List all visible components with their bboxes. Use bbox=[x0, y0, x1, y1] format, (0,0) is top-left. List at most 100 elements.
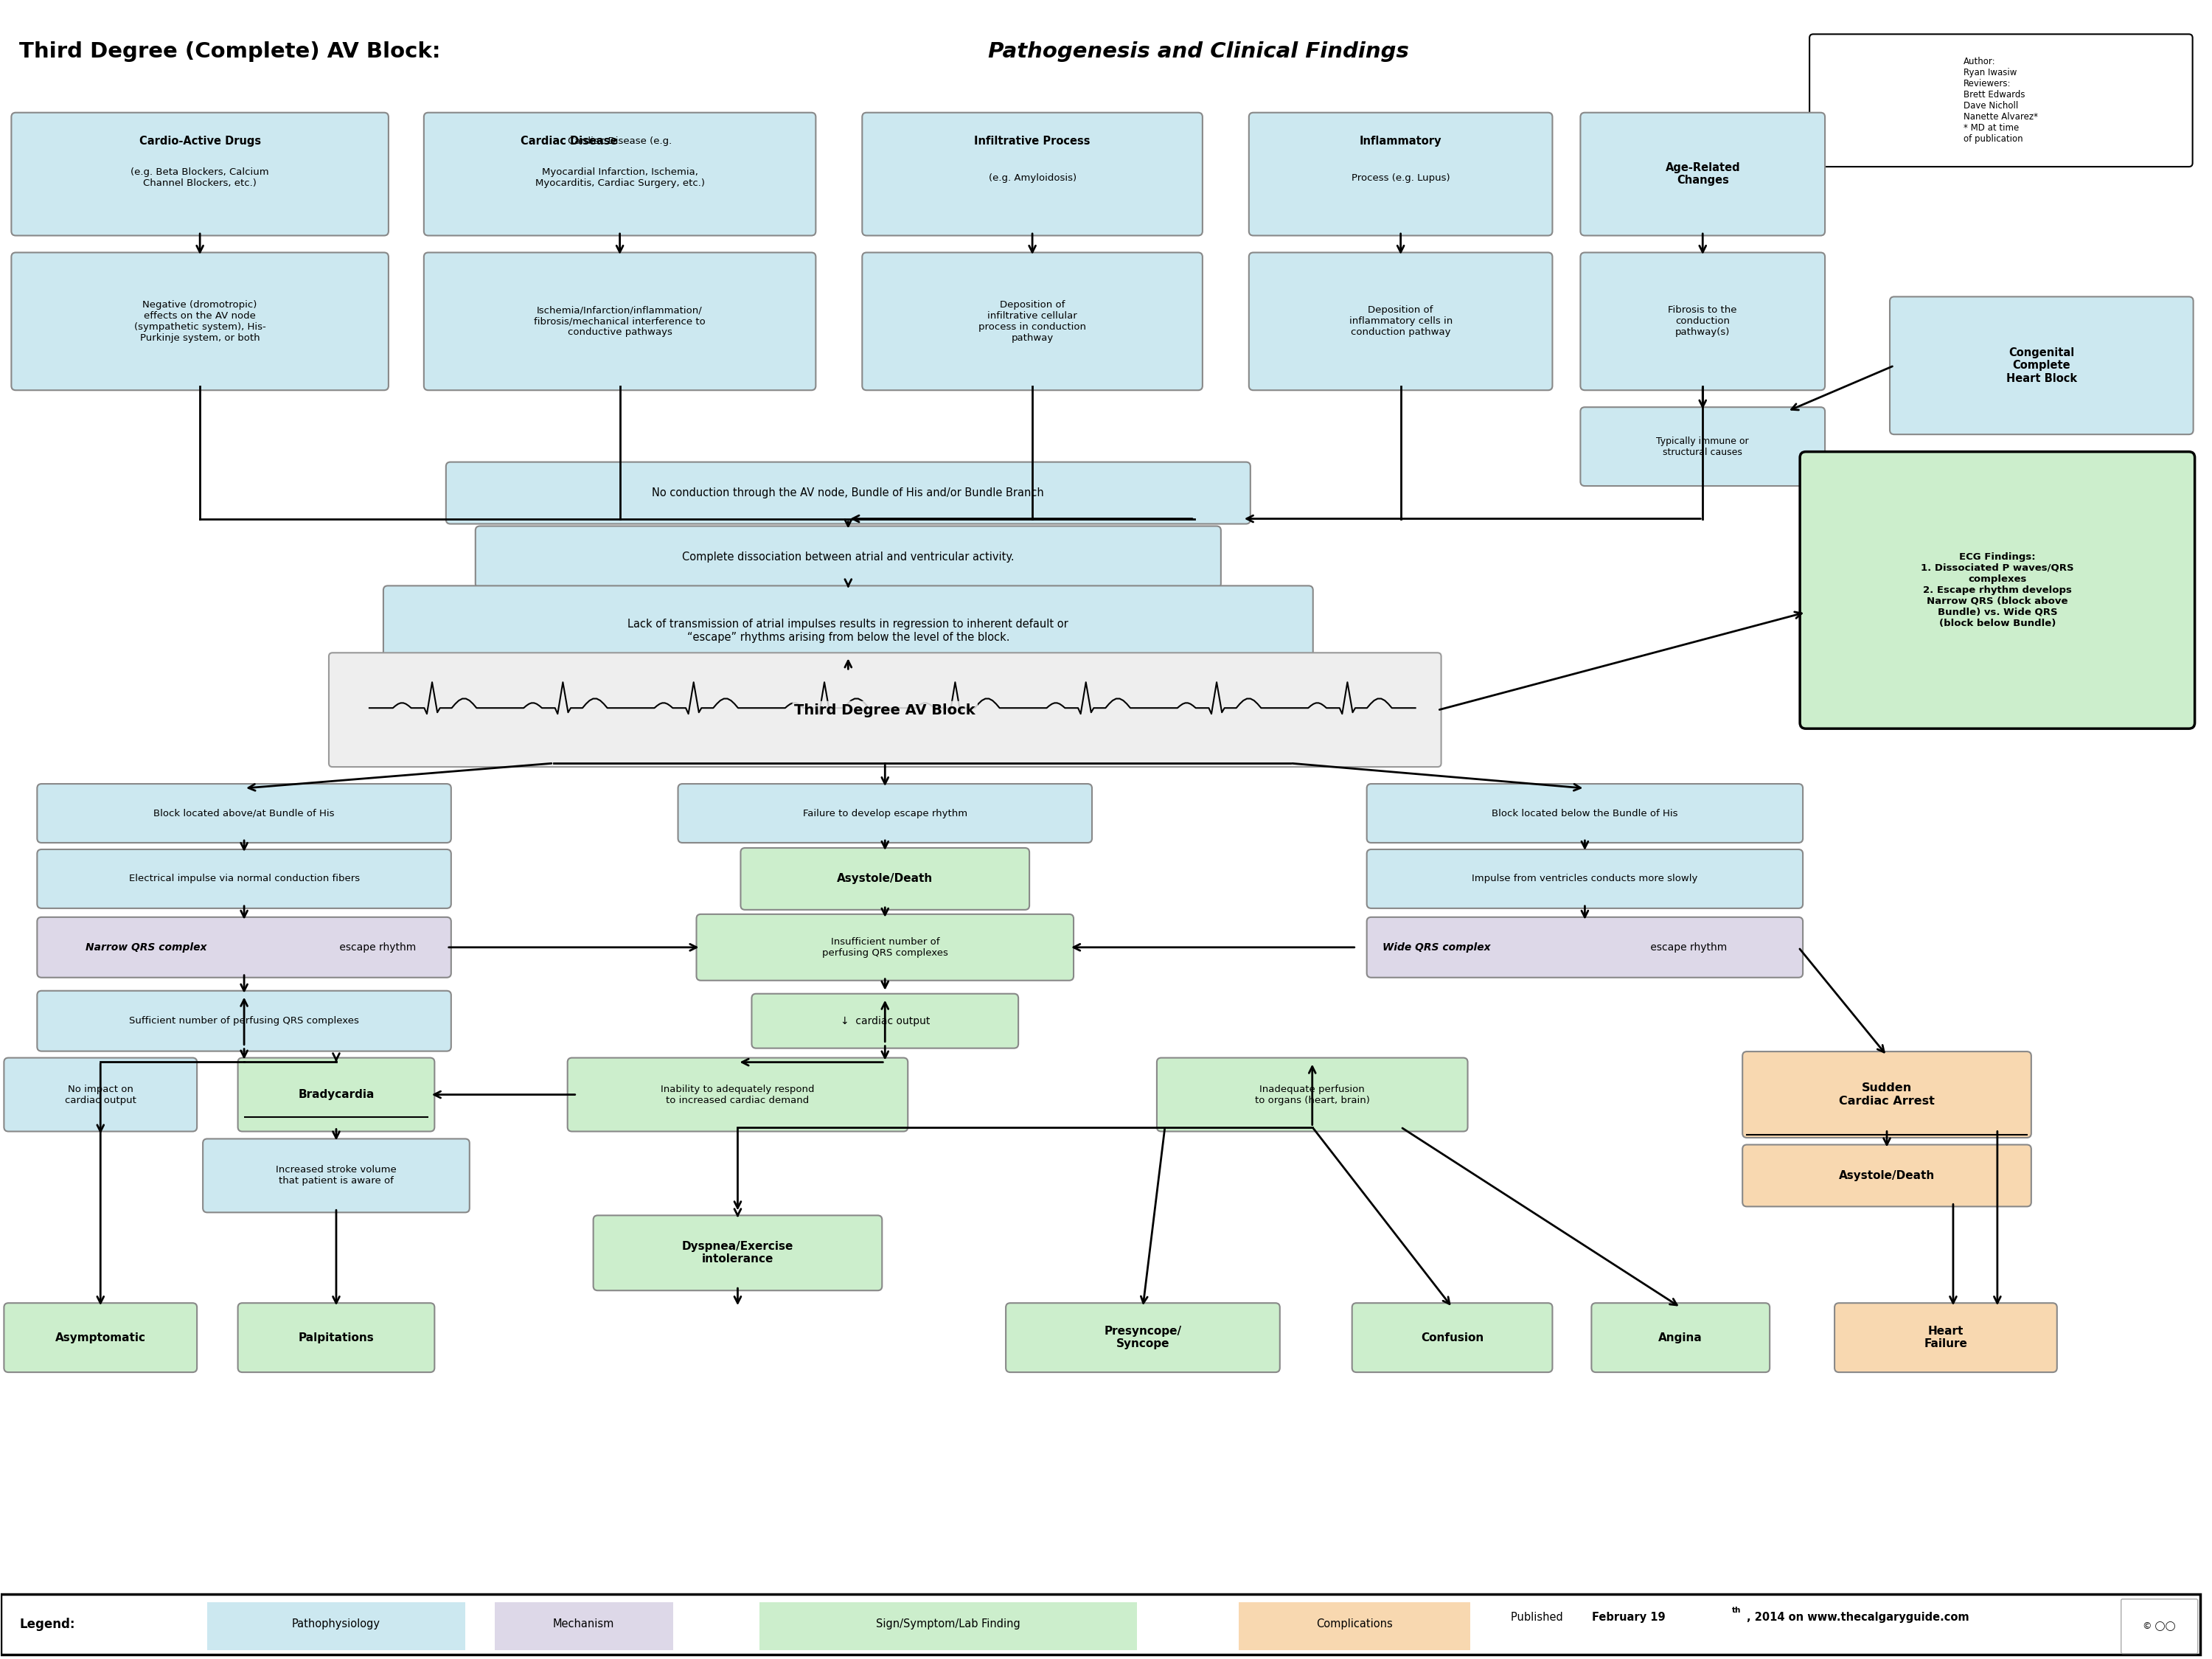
Text: Asymptomatic: Asymptomatic bbox=[55, 1332, 146, 1344]
FancyBboxPatch shape bbox=[741, 848, 1029, 909]
FancyBboxPatch shape bbox=[239, 1058, 434, 1131]
Text: ECG Findings:
1. Dissociated P waves/QRS
complexes
2. Escape rhythm develops
Nar: ECG Findings: 1. Dissociated P waves/QRS… bbox=[1920, 552, 2075, 629]
FancyBboxPatch shape bbox=[1743, 1052, 2031, 1138]
Text: © ◯◯: © ◯◯ bbox=[2143, 1621, 2177, 1631]
Text: Myocardial Infarction, Ischemia,
Myocarditis, Cardiac Surgery, etc.): Myocardial Infarction, Ischemia, Myocard… bbox=[535, 168, 706, 187]
FancyBboxPatch shape bbox=[1239, 1603, 1471, 1649]
FancyBboxPatch shape bbox=[1801, 451, 2194, 728]
Text: Mechanism: Mechanism bbox=[553, 1619, 615, 1629]
FancyBboxPatch shape bbox=[679, 783, 1093, 843]
FancyBboxPatch shape bbox=[11, 252, 389, 390]
Text: Third Degree (Complete) AV Block:: Third Degree (Complete) AV Block: bbox=[20, 41, 440, 61]
FancyBboxPatch shape bbox=[383, 586, 1314, 675]
Text: Dyspnea/Exercise
intolerance: Dyspnea/Exercise intolerance bbox=[681, 1241, 794, 1264]
Text: Inflammatory: Inflammatory bbox=[1360, 136, 1442, 146]
FancyBboxPatch shape bbox=[476, 526, 1221, 587]
Text: Impulse from ventricles conducts more slowly: Impulse from ventricles conducts more sl… bbox=[1471, 874, 1699, 884]
Text: Complications: Complications bbox=[1316, 1619, 1394, 1629]
Text: Typically immune or
structural causes: Typically immune or structural causes bbox=[1657, 436, 1750, 456]
FancyBboxPatch shape bbox=[752, 994, 1018, 1048]
FancyBboxPatch shape bbox=[208, 1603, 465, 1649]
FancyBboxPatch shape bbox=[1250, 113, 1553, 236]
Text: Legend:: Legend: bbox=[20, 1618, 75, 1631]
FancyBboxPatch shape bbox=[11, 113, 389, 236]
FancyBboxPatch shape bbox=[4, 1058, 197, 1131]
FancyBboxPatch shape bbox=[1352, 1302, 1553, 1372]
Text: Asystole/Death: Asystole/Death bbox=[836, 873, 933, 884]
Text: Age-Related
Changes: Age-Related Changes bbox=[1666, 163, 1741, 186]
FancyBboxPatch shape bbox=[1006, 1302, 1281, 1372]
Text: No conduction through the AV node, Bundle of His and/or Bundle Branch: No conduction through the AV node, Bundl… bbox=[653, 488, 1044, 498]
FancyBboxPatch shape bbox=[2121, 1599, 2199, 1654]
FancyBboxPatch shape bbox=[1367, 917, 1803, 977]
FancyBboxPatch shape bbox=[1157, 1058, 1469, 1131]
Text: No impact on
cardiac output: No impact on cardiac output bbox=[64, 1085, 137, 1105]
FancyBboxPatch shape bbox=[759, 1603, 1137, 1649]
FancyBboxPatch shape bbox=[1367, 849, 1803, 907]
Text: , 2014 on www.thecalgaryguide.com: , 2014 on www.thecalgaryguide.com bbox=[1747, 1613, 1969, 1623]
Text: Third Degree AV Block: Third Degree AV Block bbox=[794, 703, 975, 717]
FancyBboxPatch shape bbox=[1889, 297, 2194, 435]
FancyBboxPatch shape bbox=[447, 461, 1250, 524]
Text: escape rhythm: escape rhythm bbox=[336, 942, 416, 952]
FancyBboxPatch shape bbox=[863, 113, 1203, 236]
Text: Negative (dromotropic)
effects on the AV node
(sympathetic system), His-
Purkinj: Negative (dromotropic) effects on the AV… bbox=[135, 300, 265, 343]
Text: Heart
Failure: Heart Failure bbox=[1924, 1326, 1966, 1349]
Text: escape rhythm: escape rhythm bbox=[1648, 942, 1728, 952]
Text: Bradycardia: Bradycardia bbox=[299, 1088, 374, 1100]
FancyBboxPatch shape bbox=[425, 113, 816, 236]
Text: Sudden
Cardiac Arrest: Sudden Cardiac Arrest bbox=[1838, 1083, 1935, 1107]
Text: ↓  cardiac output: ↓ cardiac output bbox=[841, 1015, 929, 1027]
FancyBboxPatch shape bbox=[239, 1302, 434, 1372]
FancyBboxPatch shape bbox=[1367, 783, 1803, 843]
FancyBboxPatch shape bbox=[593, 1216, 883, 1291]
FancyBboxPatch shape bbox=[330, 652, 1442, 766]
Text: Pathophysiology: Pathophysiology bbox=[292, 1619, 380, 1629]
FancyBboxPatch shape bbox=[1590, 1302, 1770, 1372]
Text: Confusion: Confusion bbox=[1420, 1332, 1484, 1344]
Text: Author:
Ryan Iwasiw
Reviewers:
Brett Edwards
Dave Nicholl
Nanette Alvarez*
* MD : Author: Ryan Iwasiw Reviewers: Brett Edw… bbox=[1964, 56, 2037, 144]
Text: Lack of transmission of atrial impulses results in regression to inherent defaul: Lack of transmission of atrial impulses … bbox=[628, 619, 1068, 642]
Text: (e.g. Amyloidosis): (e.g. Amyloidosis) bbox=[989, 173, 1077, 182]
Text: Narrow QRS complex: Narrow QRS complex bbox=[86, 942, 208, 952]
Text: Angina: Angina bbox=[1659, 1332, 1703, 1344]
Text: Cardiac Disease: Cardiac Disease bbox=[520, 136, 617, 146]
Text: Insufficient number of
perfusing QRS complexes: Insufficient number of perfusing QRS com… bbox=[823, 937, 949, 957]
Text: Inadequate perfusion
to organs (heart, brain): Inadequate perfusion to organs (heart, b… bbox=[1254, 1085, 1369, 1105]
FancyBboxPatch shape bbox=[1809, 35, 2192, 166]
FancyBboxPatch shape bbox=[1250, 252, 1553, 390]
Text: Complete dissociation between atrial and ventricular activity.: Complete dissociation between atrial and… bbox=[681, 551, 1015, 562]
Text: Block located above/at Bundle of His: Block located above/at Bundle of His bbox=[153, 808, 334, 818]
FancyBboxPatch shape bbox=[1743, 1145, 2031, 1206]
FancyBboxPatch shape bbox=[4, 1302, 197, 1372]
Text: Ischemia/Infarction/inflammation/
fibrosis/mechanical interference to
conductive: Ischemia/Infarction/inflammation/ fibros… bbox=[533, 305, 706, 337]
FancyBboxPatch shape bbox=[568, 1058, 907, 1131]
Text: Cardiac Disease (e.g.: Cardiac Disease (e.g. bbox=[568, 136, 672, 146]
Text: Sign/Symptom/Lab Finding: Sign/Symptom/Lab Finding bbox=[876, 1619, 1020, 1629]
FancyBboxPatch shape bbox=[38, 990, 451, 1052]
Text: Increased stroke volume
that patient is aware of: Increased stroke volume that patient is … bbox=[276, 1165, 396, 1186]
Text: Infiltrative Process: Infiltrative Process bbox=[973, 136, 1091, 146]
FancyBboxPatch shape bbox=[425, 252, 816, 390]
Text: Pathogenesis and Clinical Findings: Pathogenesis and Clinical Findings bbox=[980, 41, 1409, 61]
Text: Sufficient number of perfusing QRS complexes: Sufficient number of perfusing QRS compl… bbox=[128, 1017, 358, 1025]
Text: Presyncope/
Syncope: Presyncope/ Syncope bbox=[1104, 1326, 1181, 1349]
Text: Inability to adequately respond
to increased cardiac demand: Inability to adequately respond to incre… bbox=[661, 1085, 814, 1105]
FancyBboxPatch shape bbox=[1579, 406, 1825, 486]
FancyBboxPatch shape bbox=[1834, 1302, 2057, 1372]
Text: Deposition of
inflammatory cells in
conduction pathway: Deposition of inflammatory cells in cond… bbox=[1349, 305, 1453, 337]
FancyBboxPatch shape bbox=[697, 914, 1073, 980]
Text: Electrical impulse via normal conduction fibers: Electrical impulse via normal conduction… bbox=[128, 874, 361, 884]
FancyBboxPatch shape bbox=[863, 252, 1203, 390]
FancyBboxPatch shape bbox=[38, 917, 451, 977]
FancyBboxPatch shape bbox=[38, 783, 451, 843]
FancyBboxPatch shape bbox=[0, 1594, 2201, 1654]
Text: Process (e.g. Lupus): Process (e.g. Lupus) bbox=[1352, 173, 1449, 182]
Text: Congenital
Complete
Heart Block: Congenital Complete Heart Block bbox=[2006, 347, 2077, 383]
Text: Published: Published bbox=[1511, 1613, 1566, 1623]
Text: Cardio-Active Drugs: Cardio-Active Drugs bbox=[139, 136, 261, 146]
Text: Fibrosis to the
conduction
pathway(s): Fibrosis to the conduction pathway(s) bbox=[1668, 305, 1736, 337]
Text: (e.g. Beta Blockers, Calcium
Channel Blockers, etc.): (e.g. Beta Blockers, Calcium Channel Blo… bbox=[131, 168, 270, 187]
Text: Deposition of
infiltrative cellular
process in conduction
pathway: Deposition of infiltrative cellular proc… bbox=[978, 300, 1086, 343]
Text: Failure to develop escape rhythm: Failure to develop escape rhythm bbox=[803, 808, 967, 818]
